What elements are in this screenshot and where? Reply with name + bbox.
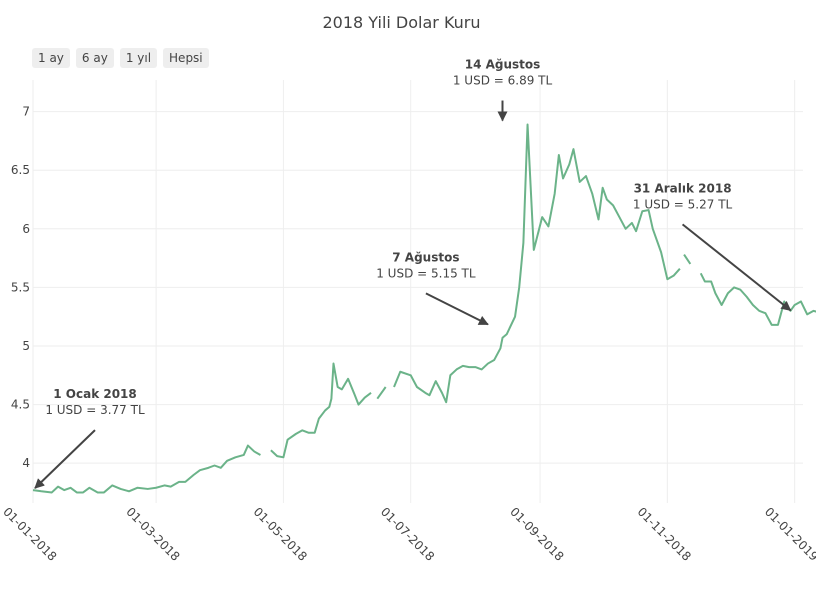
annotation-title: 1 Ocak 2018 <box>53 387 137 401</box>
chart-title: 2018 Yili Dolar Kuru <box>322 13 481 32</box>
annotation-title: 14 Ağustos <box>465 58 541 72</box>
x-tick-label: 01-01-2018 <box>0 505 59 564</box>
annotation-title: 31 Aralık 2018 <box>634 181 732 195</box>
series-line <box>683 254 692 265</box>
annotation-text: 1 USD = 5.15 TL <box>376 266 476 280</box>
series-line <box>376 386 387 400</box>
y-tick-label: 5.5 <box>11 280 30 294</box>
series-line <box>393 123 681 404</box>
y-tick-label: 4.5 <box>11 398 30 412</box>
series-line <box>699 272 816 326</box>
annotation-text: 1 USD = 3.77 TL <box>45 403 145 417</box>
gridlines <box>32 80 803 503</box>
annotation-arrow <box>34 429 96 489</box>
annotation-arrow <box>425 292 489 326</box>
series-line <box>32 444 261 494</box>
annotation-title: 7 Ağustos <box>392 250 459 264</box>
range-button-1-year[interactable]: 1 yıl <box>119 48 158 68</box>
y-tick-label: 6.5 <box>11 163 30 177</box>
x-tick-label: 01-01-2019 <box>762 505 816 564</box>
x-tick-label: 01-07-2018 <box>378 505 437 564</box>
y-tick-label: 7 <box>22 105 30 119</box>
annotation-arrow <box>681 223 792 312</box>
annotations: 1 Ocak 2018 1 USD = 3.77 TL 7 Ağustos 1 USD… <box>34 58 792 489</box>
range-button-1-month[interactable]: 1 ay <box>32 48 70 68</box>
range-button-6-months[interactable]: 6 ay <box>75 48 114 68</box>
series-layer <box>32 123 816 494</box>
annotation-text: 1 USD = 6.89 TL <box>453 74 553 88</box>
range-button-all[interactable]: Hepsi <box>163 48 209 68</box>
range-selector: 1 ay 6 ay 1 yıl Hepsi <box>32 48 209 68</box>
x-tick-label: 01-11-2018 <box>635 505 694 564</box>
axes: 4 4.5 5 5.5 6 6.5 7 01-01-2018 01-03-2018 01-05-2… <box>0 105 816 564</box>
y-tick-label: 4 <box>22 456 30 470</box>
y-tick-label: 5 <box>22 339 30 353</box>
y-tick-label: 6 <box>22 222 30 236</box>
x-tick-label: 01-03-2018 <box>123 505 182 564</box>
annotation-text: 1 USD = 5.27 TL <box>633 197 733 211</box>
series-line <box>270 362 372 459</box>
x-tick-label: 01-09-2018 <box>507 505 566 564</box>
x-tick-label: 01-05-2018 <box>251 505 310 564</box>
